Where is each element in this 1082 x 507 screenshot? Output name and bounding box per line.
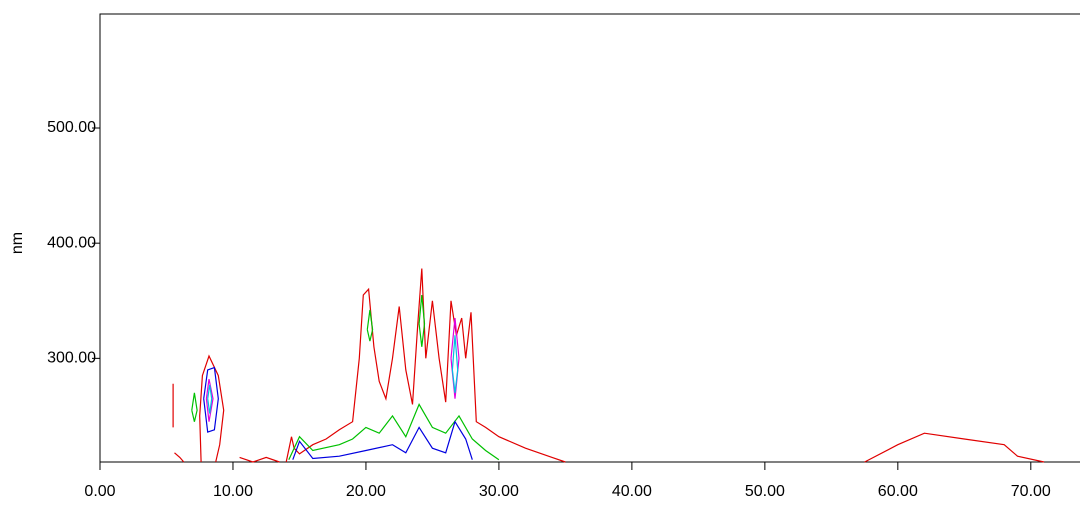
x-tick-label: 10.00	[213, 483, 253, 500]
contour-line	[172, 268, 1045, 463]
contour-line	[191, 294, 500, 461]
y-tick-label: 500.00	[47, 119, 96, 136]
y-tick-label: 400.00	[47, 234, 96, 251]
x-tick-label: 20.00	[346, 483, 386, 500]
x-tick-label: 70.00	[1011, 483, 1051, 500]
plot-frame	[99, 13, 1080, 462]
y-axis-label: nm	[9, 232, 26, 254]
x-tick-label: 30.00	[479, 483, 519, 500]
x-tick-label: 40.00	[612, 483, 652, 500]
x-tick-label: 0.00	[84, 483, 115, 500]
contour-line	[203, 366, 473, 460]
x-tick-label: 50.00	[745, 483, 785, 500]
contour-line	[205, 317, 460, 422]
x-tick-label: 60.00	[878, 483, 918, 500]
contour-line	[207, 335, 459, 414]
y-tick-label: 300.00	[47, 350, 96, 367]
